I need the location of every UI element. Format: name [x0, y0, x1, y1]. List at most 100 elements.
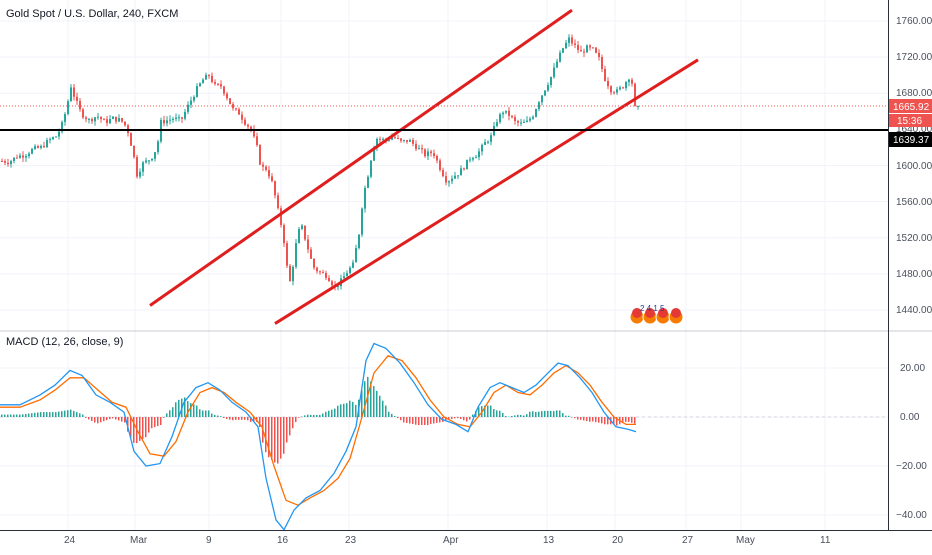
macd-histogram-bar [100, 417, 102, 423]
flag-fill [632, 308, 642, 318]
time-axis[interactable]: 24 Mar 9 16 23 Apr 13 20 27 May 11 [64, 535, 831, 546]
macd-histogram-bar [427, 417, 429, 426]
candle-body [100, 116, 102, 120]
macd-histogram-bar [388, 411, 390, 417]
candle-body [91, 119, 93, 122]
candle-body [349, 267, 351, 274]
candle-body [94, 117, 96, 122]
macd-histogram-bar [487, 405, 489, 417]
candle-body [58, 131, 60, 137]
flag-fill [658, 308, 668, 318]
candlestick-series[interactable] [1, 34, 639, 291]
price-axis[interactable]: 1760.00 1720.00 1680.00 1640.00 1600.00 … [896, 16, 932, 316]
candle-body [31, 148, 33, 154]
macd-histogram-bar [379, 395, 381, 417]
candle-body [61, 121, 63, 132]
macd-histogram-bar [616, 417, 618, 426]
channel-lower-line [274, 58, 699, 325]
candle-body [400, 138, 402, 141]
macd-histogram-bar [154, 417, 156, 428]
candle-body [442, 169, 444, 177]
candle-body [454, 175, 456, 179]
candle-body [64, 114, 66, 122]
macd-pane[interactable] [0, 342, 888, 531]
candle-body [355, 248, 357, 263]
candle-body [502, 112, 504, 115]
events-badge[interactable]: 2 4 1 5 [629, 304, 684, 325]
macd-histogram-bar [61, 411, 63, 417]
drawing-overlays[interactable] [0, 8, 888, 325]
macd-histogram-bar [226, 417, 228, 420]
candle-body [466, 159, 468, 170]
macd-histogram-bar [409, 417, 411, 424]
macd-histogram-bar [526, 414, 528, 417]
macd-histogram-bar [502, 412, 504, 417]
candle-body [553, 67, 555, 77]
macd-histogram-bar [58, 411, 60, 417]
macd-histogram-bar [583, 417, 585, 421]
macd-histogram-bar [25, 413, 27, 417]
candle-body [265, 166, 267, 171]
time-label: Apr [443, 535, 459, 546]
macd-histogram-bar [460, 417, 462, 420]
candle-body [286, 243, 288, 266]
macd-histogram-bar [472, 414, 474, 417]
macd-histogram-bar [334, 408, 336, 417]
macd-axis[interactable]: 20.00 0.00 −20.00 −40.00 [896, 363, 927, 521]
candle-body [541, 95, 543, 103]
candle-body [10, 161, 12, 165]
candle-body [535, 109, 537, 117]
candle-body [211, 75, 213, 83]
macd-histogram-bar [115, 417, 117, 420]
candle-body [424, 149, 426, 157]
macd-histogram-bar [49, 412, 51, 417]
macd-histogram-bar [403, 417, 405, 423]
candle-body [388, 139, 390, 141]
macd-histogram-bar [94, 417, 96, 423]
macd-indicator-label[interactable]: MACD (12, 26, close, 9) [6, 336, 123, 348]
macd-histogram-bar [310, 414, 312, 417]
macd-histogram-bar [298, 417, 300, 418]
candle-body [532, 116, 534, 119]
candle-body [601, 57, 603, 70]
candle-body [574, 43, 576, 45]
macd-histogram-bar [592, 417, 594, 422]
macd-histogram-bar [103, 417, 105, 422]
macd-tick: −20.00 [896, 461, 927, 472]
macd-histogram-bar [373, 386, 375, 417]
candle-body [268, 170, 270, 177]
macd-histogram-bar [559, 410, 561, 417]
candle-body [115, 116, 117, 122]
macd-histogram-bar [544, 410, 546, 417]
candle-body [361, 208, 363, 235]
candle-body [571, 37, 573, 44]
macd-tick: 20.00 [900, 363, 925, 374]
candle-body [583, 51, 585, 53]
candle-body [196, 86, 198, 97]
macd-histogram-bar [19, 414, 21, 417]
candle-body [163, 119, 165, 124]
channel-upper-line [149, 8, 573, 307]
macd-histogram-bar [571, 417, 573, 418]
level-price-value: 1639.37 [893, 135, 930, 146]
macd-histogram-bar [286, 417, 288, 443]
macd-histogram-bar [337, 405, 339, 417]
candle-body [625, 82, 627, 89]
macd-histogram-bar [292, 417, 294, 429]
candle-body [418, 148, 420, 150]
macd-histogram-bar [220, 416, 222, 417]
candle-body [457, 175, 459, 177]
price-tick: 1680.00 [896, 88, 932, 99]
candle-body [430, 151, 432, 154]
macd-histogram-bar [466, 417, 468, 422]
candle-body [283, 225, 285, 244]
candle-body [592, 47, 594, 49]
macd-histogram-bar [40, 412, 42, 417]
candle-body [250, 126, 252, 130]
price-tick: 1560.00 [896, 197, 932, 208]
candle-body [520, 122, 522, 124]
candle-body [199, 83, 201, 87]
candle-body [157, 141, 159, 153]
